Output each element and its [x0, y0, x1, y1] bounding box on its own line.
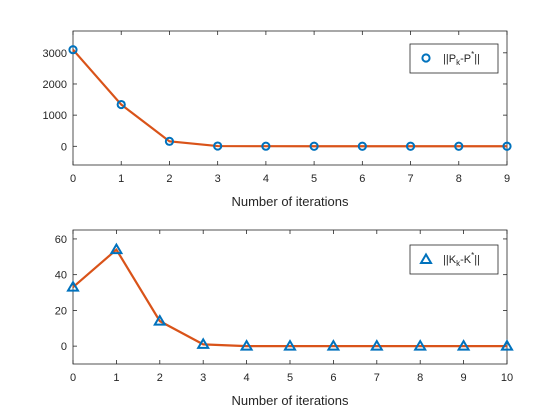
- series-1-point: [68, 45, 78, 55]
- plot-1-xlabel: Number of iterations: [231, 194, 349, 209]
- series-1-point: [164, 136, 175, 146]
- plot-2-xtick-label: 1: [113, 372, 119, 384]
- plot-2-xtick-label: 2: [157, 372, 163, 384]
- series-1-line: [72, 48, 507, 148]
- legend-1-marker: [421, 53, 431, 63]
- plot-1-xtick-label: 5: [311, 173, 317, 185]
- series-2-point: [370, 339, 384, 351]
- legend-2-part2: -K: [460, 254, 472, 266]
- plot-2-xtick-label: 6: [330, 372, 336, 384]
- series-2-point: [196, 337, 210, 349]
- plot-1-xtick-label: 8: [456, 173, 462, 185]
- plot-2-xtick-label: 5: [287, 372, 293, 384]
- series-1-point: [454, 141, 464, 151]
- plot-1-xtick-label: 0: [70, 173, 76, 185]
- plot-2-xtick-label: 4: [244, 372, 250, 384]
- legend-1-sup: *: [471, 50, 474, 59]
- series-2-point: [456, 339, 471, 351]
- plot-2-ytick-label: 60: [55, 234, 67, 246]
- plot-1-ytick-label: 2000: [43, 79, 67, 91]
- series-2-point: [500, 339, 514, 351]
- legend-1-text: ||Pk-P*||: [443, 50, 480, 67]
- plot-2-ytick-label: 20: [55, 305, 67, 317]
- legend-1-part2: -P: [460, 53, 471, 65]
- plot-1-xtick-label: 1: [118, 173, 124, 185]
- legend-1-part1: ||P: [443, 53, 456, 65]
- series-2-point: [153, 314, 167, 326]
- plot-1-xtick-label: 7: [407, 173, 413, 185]
- plot-2-xtick-label: 9: [461, 372, 467, 384]
- plot-2-xlabel: Number of iterations: [231, 393, 349, 408]
- legend-1-part3: ||: [474, 53, 480, 65]
- series-1-point: [405, 141, 416, 151]
- series-2-line: [72, 247, 507, 348]
- series-2-point: [239, 339, 254, 351]
- legend-2-sub: k: [456, 259, 461, 268]
- plot-1-xtick-label: 4: [263, 173, 269, 185]
- plot-2-ytick-label: 40: [55, 270, 67, 282]
- series-2-point: [109, 242, 124, 255]
- series-2-point: [413, 339, 427, 351]
- plot-2-legend-box: [409, 244, 499, 275]
- series-1-point: [309, 141, 319, 151]
- series-1-point: [261, 141, 271, 151]
- series-1-point: [502, 141, 512, 151]
- plot-2-xtick-label: 3: [200, 372, 206, 384]
- plot-2-xtick-label: 0: [70, 372, 76, 384]
- plot-1: 0 1 2 3 4 5 6 7 8 9 0 1000 2000 3000 Number of itera…: [43, 30, 512, 209]
- plot-2-ytick-label: 0: [61, 341, 67, 353]
- plot-2: 0 1 2 3 4 5 6 7 8 9 10 0 20 40 60 Number of iteration…: [55, 229, 514, 408]
- legend-2-sup: *: [471, 251, 474, 260]
- plot-1-legend-box: [409, 43, 499, 74]
- series-2-point: [66, 280, 80, 292]
- plot-2-xtick-label: 8: [417, 372, 423, 384]
- plot-1-ytick-label: 1000: [43, 110, 67, 122]
- series-2-point: [283, 339, 297, 351]
- series-1-point: [116, 99, 126, 110]
- series-1-point: [357, 141, 367, 151]
- plot-1-xtick-label: 3: [215, 173, 221, 185]
- legend-2-part1: ||K: [443, 254, 457, 266]
- series-1-point: [213, 141, 223, 151]
- plot-2-legend: ||Kk-K*||: [409, 244, 499, 275]
- plot-2-xtick-label: 10: [501, 372, 513, 384]
- plot-1-ytick-label: 0: [61, 141, 67, 153]
- plot-1-legend: ||Pk-P*||: [409, 43, 499, 74]
- legend-1-sub: k: [456, 58, 461, 67]
- legend-2-marker: [419, 252, 433, 264]
- legend-2-part3: ||: [474, 254, 480, 266]
- plot-1-xtick-label: 6: [359, 173, 365, 185]
- legend-2-text: ||Kk-K*||: [443, 251, 480, 268]
- plot-1-xtick-label: 2: [166, 173, 172, 185]
- plot-2-xtick-label: 7: [374, 372, 380, 384]
- plot-1-xtick-label: 9: [504, 173, 510, 185]
- series-2-point: [326, 339, 341, 351]
- plot-1-ytick-label: 3000: [43, 48, 67, 60]
